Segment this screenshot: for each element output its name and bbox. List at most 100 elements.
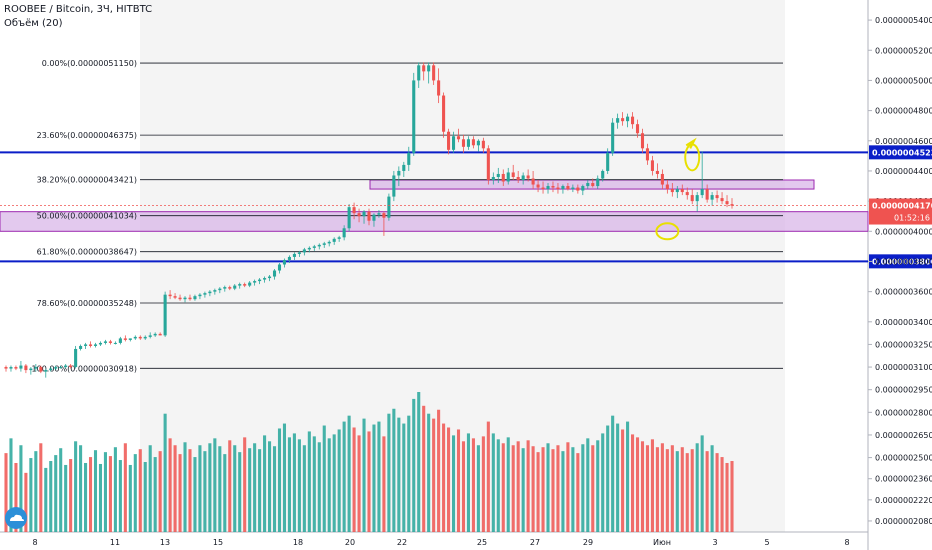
candle-body — [302, 249, 306, 253]
volume-bar — [183, 442, 187, 532]
candle-body — [69, 365, 73, 368]
candle-body — [287, 256, 291, 260]
time-axis-label: 13 — [160, 538, 170, 547]
candle-body — [268, 276, 272, 279]
candle-body — [198, 294, 202, 297]
candle-body — [203, 293, 207, 295]
volume-bar — [357, 435, 361, 532]
candle-body — [297, 252, 301, 254]
bar-countdown-label: 01:52:16 — [894, 214, 930, 223]
candle-body — [417, 65, 421, 81]
candle-body — [128, 338, 132, 340]
candle-body — [442, 95, 446, 132]
volume-bar — [322, 425, 326, 532]
candle-body — [93, 344, 98, 346]
candle-body — [461, 139, 466, 147]
fib-level-label: 100.00%(0.00000030918) — [32, 364, 137, 373]
candle-body — [307, 247, 311, 250]
candle-body — [64, 365, 68, 368]
volume-bar — [312, 436, 316, 532]
volume-bar — [113, 447, 117, 532]
volume-bar — [606, 425, 610, 532]
candle-body — [432, 65, 436, 81]
volume-group — [4, 392, 734, 532]
volume-bar — [297, 439, 301, 532]
volume-bar — [34, 451, 38, 532]
candle-body — [665, 184, 669, 190]
volume-bar — [153, 457, 157, 532]
candle-body — [14, 367, 18, 369]
level-price-tag — [869, 254, 932, 269]
time-axis-label: 25 — [477, 538, 487, 547]
candle-body — [84, 344, 88, 346]
volume-bar — [442, 423, 446, 532]
candle-body — [397, 170, 401, 176]
volume-bar — [69, 459, 73, 532]
candle-body — [282, 259, 287, 265]
time-axis-label: 18 — [293, 538, 303, 547]
candle-body — [322, 243, 326, 245]
volume-bar — [302, 445, 306, 532]
volume-bar — [88, 457, 93, 532]
candle-body — [248, 282, 252, 286]
candle-body — [541, 187, 545, 190]
time-axis-label: Июн — [653, 538, 671, 547]
volume-bar — [432, 418, 436, 532]
candle-body — [710, 195, 714, 200]
current-price-label: 0.00000041708 — [872, 202, 932, 211]
candle-body — [601, 170, 605, 179]
candle-body — [715, 195, 719, 199]
candle-body — [163, 294, 167, 336]
fib-level-label: 78.60%(0.00000035248) — [37, 299, 137, 308]
volume-bar — [466, 433, 470, 532]
candle-body — [456, 136, 461, 140]
candle-body — [29, 368, 33, 371]
time-axis-label: 11 — [110, 538, 120, 547]
candle-body — [103, 341, 107, 343]
volume-bar — [486, 421, 490, 532]
volume-indicator-label[interactable]: Объём (20) — [4, 18, 63, 29]
candle-body — [108, 341, 112, 343]
candle-body — [118, 338, 122, 343]
candle-body — [168, 294, 172, 297]
candle-body — [556, 187, 560, 190]
candle-body — [466, 139, 470, 147]
candle-body — [367, 211, 371, 221]
candle-body — [312, 246, 316, 248]
volume-bar — [705, 451, 709, 532]
candle-body — [650, 160, 654, 171]
volume-bar — [238, 452, 242, 532]
volume-bar — [168, 438, 172, 532]
candle-body — [233, 285, 237, 289]
volume-bar — [272, 446, 277, 532]
volume-bar — [118, 460, 122, 532]
candle-body — [645, 148, 650, 161]
volume-bar — [98, 463, 103, 532]
candle-body — [243, 284, 247, 286]
candle-body — [377, 213, 381, 215]
volume-bar — [188, 449, 192, 532]
volume-bar — [24, 472, 28, 532]
candle-body — [640, 133, 645, 149]
candle-body — [317, 244, 321, 247]
candle-body — [342, 228, 346, 238]
volume-bar — [720, 457, 724, 532]
zone-rect — [0, 211, 869, 232]
candle-body — [148, 335, 152, 337]
volume-bar — [223, 454, 227, 532]
volume-bar — [243, 437, 247, 532]
tradingview-cloud-icon[interactable] — [5, 507, 27, 529]
volume-bar — [645, 445, 650, 532]
candle-body — [626, 116, 630, 122]
candle-body — [123, 338, 127, 340]
volume-bar — [208, 443, 212, 532]
candle-body — [471, 139, 475, 146]
candle-body — [272, 270, 277, 277]
candle-body — [39, 367, 43, 372]
candle-body — [566, 186, 570, 190]
volume-bar — [327, 438, 331, 532]
